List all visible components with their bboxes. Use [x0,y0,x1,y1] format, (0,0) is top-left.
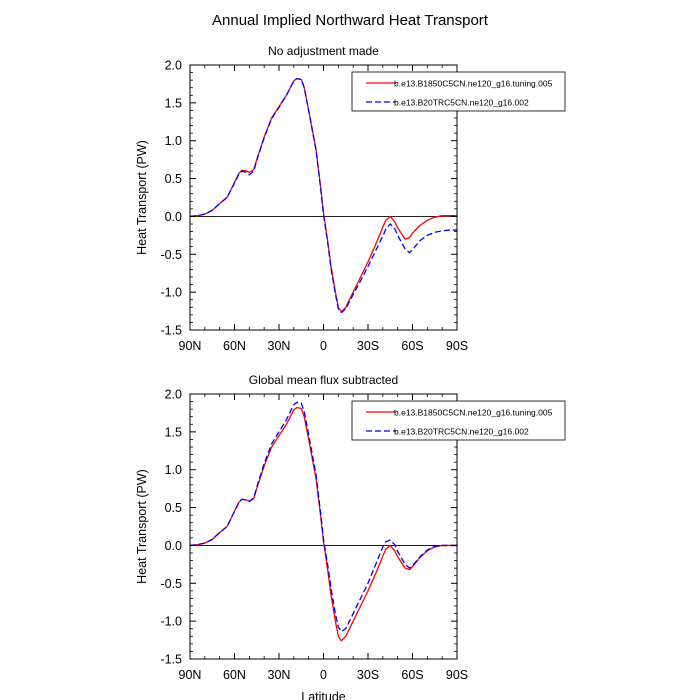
legend-label: b.e13.B1850C5CN.ne120_g16.tuning.005 [394,408,553,418]
y-tick-label: 0.0 [165,539,182,553]
legend: b.e13.B1850C5CN.ne120_g16.tuning.005 b.e1… [351,71,566,112]
y-tick-label: -1.0 [160,615,182,629]
legend-box [351,71,566,112]
x-tick-label: 30N [268,339,291,353]
y-tick-label: 0.5 [165,172,182,186]
x-axis-label: Latitude [301,690,346,700]
x-tick-label: 60N [223,668,246,682]
x-tick-label: 30S [357,668,379,682]
series-line-2 [190,401,457,633]
x-tick-label: 90S [446,339,468,353]
y-tick-label: -0.5 [160,248,182,262]
panel-subtitle: No adjustment made [268,44,379,58]
figure-title: Annual Implied Northward Heat Transport [212,12,488,29]
y-tick-label: -1.5 [160,653,182,667]
x-tick-label: 60S [401,668,423,682]
legend-box [351,400,566,441]
y-tick-label: -0.5 [160,577,182,591]
y-axis-label: Heat Transport (PW) [135,140,149,255]
series-line-2 [190,77,457,314]
x-tick-label: 90S [446,668,468,682]
y-tick-label: -1.0 [160,286,182,300]
y-axis-label: Heat Transport (PW) [135,469,149,584]
y-tick-label: 2.0 [165,59,182,73]
x-tick-label: 0 [320,668,327,682]
legend-label: b.e13.B1850C5CN.ne120_g16.tuning.005 [394,79,553,89]
y-tick-label: -1.5 [160,324,182,338]
panel-subtitle: Global mean flux subtracted [249,373,398,387]
x-tick-label: 30S [357,339,379,353]
legend-label: b.e13.B20TRC5CN.ne120_g16.002 [394,98,529,108]
x-tick-label: 60N [223,339,246,353]
panel-1: No adjustment made 90N 60N 30N 0 30S 60S 90S 2.0… [135,44,566,353]
legend-label: b.e13.B20TRC5CN.ne120_g16.002 [394,427,529,437]
y-tick-label: 1.0 [165,463,182,477]
x-tick-label: 60S [401,339,423,353]
y-tick-label: 1.0 [165,134,182,148]
legend: b.e13.B1850C5CN.ne120_g16.tuning.005 b.e1… [351,400,566,441]
y-tick-label: 0.0 [165,210,182,224]
y-tick-label: 1.5 [165,96,182,110]
y-tick-label: 1.5 [165,425,182,439]
series-line-1 [190,406,457,642]
y-tick-label: 0.5 [165,501,182,515]
x-tick-label: 90N [179,339,202,353]
series-line-1 [190,77,457,313]
y-tick-label: 2.0 [165,388,182,402]
x-tick-label: 30N [268,668,291,682]
x-tick-label: 0 [320,339,327,353]
x-tick-label: 90N [179,668,202,682]
panel-2: Global mean flux subtracted 90N 60N 30N 0 30S… [135,373,566,700]
